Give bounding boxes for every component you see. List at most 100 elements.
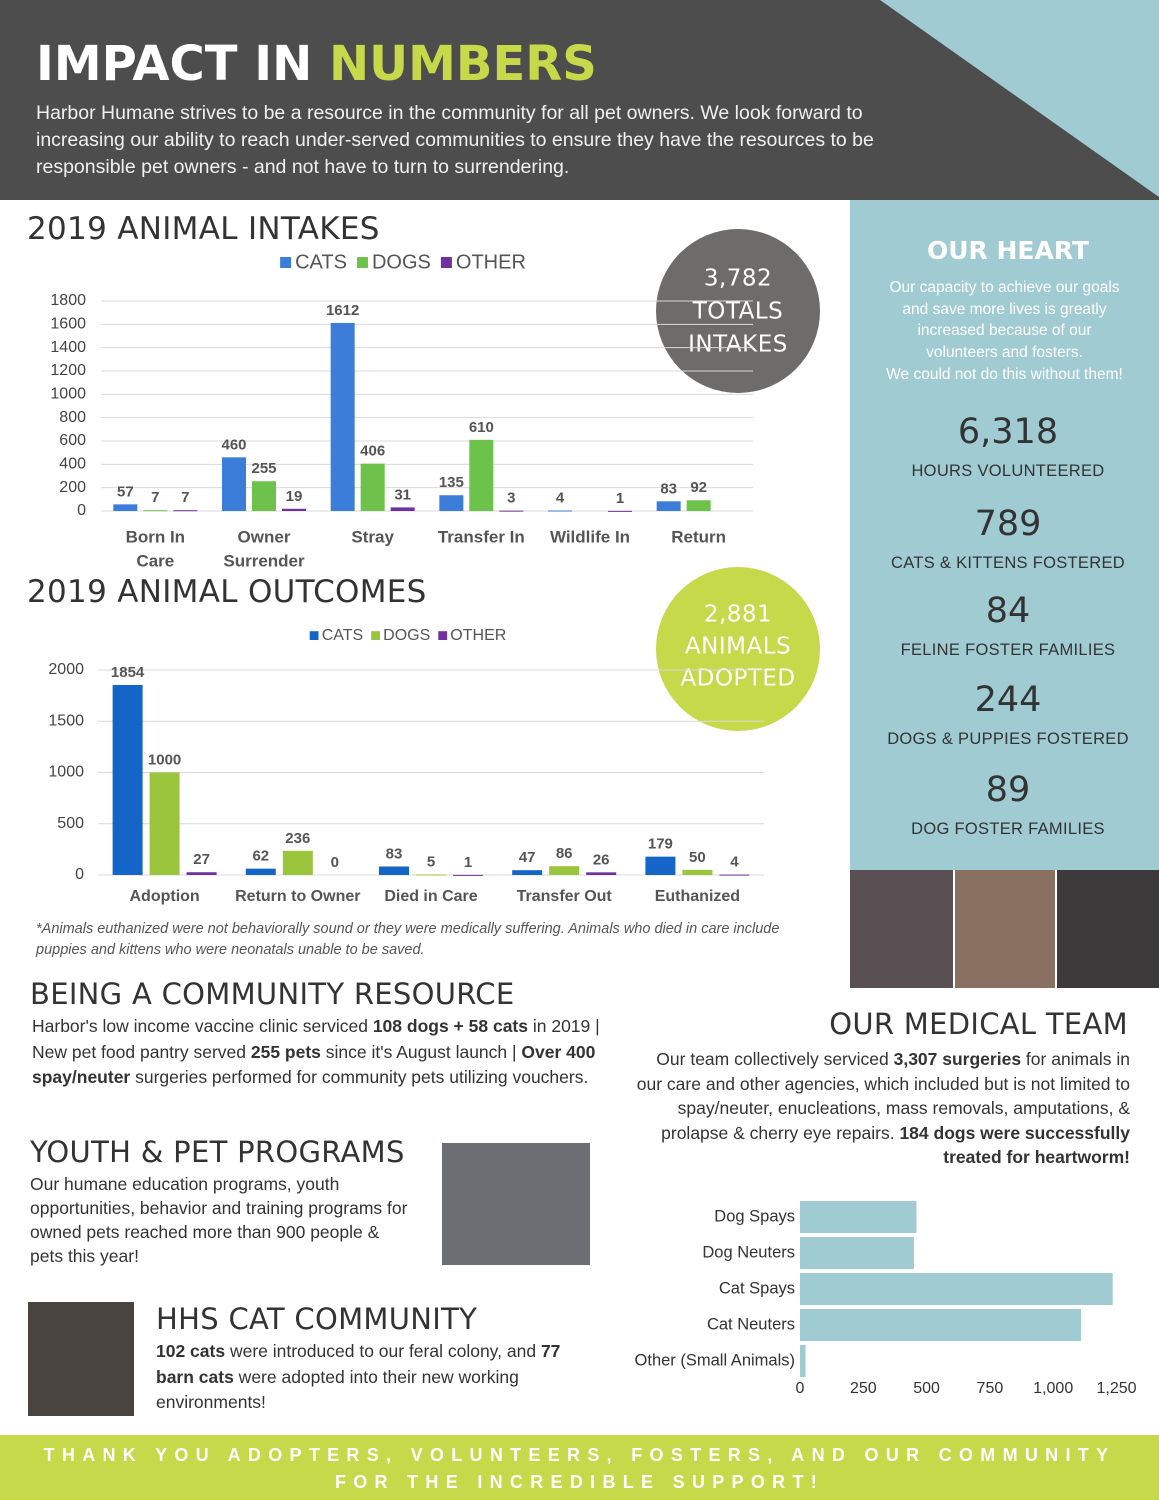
text-run: Harbor's low income vaccine clinic servi… <box>32 1016 373 1036</box>
bar <box>173 510 198 512</box>
section-text: Our team collectively serviced 3,307 sur… <box>635 1047 1130 1170</box>
y-tick-label: Cat Spays <box>719 1279 795 1297</box>
value-label: 1854 <box>111 664 145 681</box>
bar <box>800 1345 806 1377</box>
legend-swatch <box>438 631 448 640</box>
value-label: 57 <box>117 483 134 500</box>
text-run: were adopted into their new working envi… <box>156 1366 519 1413</box>
value-label: 19 <box>286 488 303 505</box>
badge-text: ANIMALS <box>685 634 791 660</box>
bar <box>282 508 306 511</box>
value-label: 92 <box>690 479 707 496</box>
bar <box>800 1273 1113 1305</box>
x-tick-label: Wildlife In <box>550 527 630 546</box>
legend-label: DOGS <box>383 627 430 644</box>
text-run: 3,307 surgeries <box>893 1049 1022 1069</box>
x-tick-label: 500 <box>913 1380 940 1397</box>
value-label: 83 <box>386 845 403 862</box>
y-tick-label: 1800 <box>50 292 86 309</box>
text-run: since it's August launch | <box>320 1041 522 1062</box>
y-tick-label: 1500 <box>48 712 84 729</box>
badge-text: TOTALS <box>692 299 784 325</box>
text-run: in 2019 | New pet food pantry served <box>32 1016 600 1062</box>
bar <box>682 869 713 875</box>
badge-text: ADOPTED <box>680 666 795 692</box>
section-text: Harbor's low income vaccine clinic servi… <box>32 1014 607 1091</box>
stat-number: 244 <box>974 680 1042 720</box>
stat-label: FELINE FOSTER FAMILIES <box>900 641 1116 659</box>
value-label: 31 <box>394 486 411 503</box>
value-label: 50 <box>689 849 706 866</box>
legend: CATS DOGS OTHER <box>280 251 526 273</box>
photo <box>1057 870 1159 988</box>
value-label: 27 <box>193 851 210 868</box>
text-run: 77 barn cats <box>156 1341 561 1387</box>
value-label: 255 <box>251 460 276 477</box>
value-label: 460 <box>221 436 246 453</box>
badge <box>656 567 820 731</box>
stat-number: 84 <box>985 591 1031 631</box>
text-run: Our team collectively serviced <box>656 1049 894 1069</box>
y-tick-label: 600 <box>59 432 86 449</box>
value-label: 86 <box>556 845 573 862</box>
photo <box>955 870 1055 988</box>
bar <box>222 457 246 511</box>
bar <box>453 874 483 876</box>
heart-line: Our capacity to achieve our goals <box>889 279 1120 296</box>
y-tick-label: 2000 <box>48 661 84 678</box>
section-title: YOUTH & PET PROGRAMS <box>30 1135 405 1169</box>
bar <box>416 874 446 876</box>
bar <box>379 866 409 875</box>
y-tick-label: 400 <box>59 456 86 473</box>
bar <box>512 870 543 875</box>
x-tick-label: Transfer Out <box>517 888 613 905</box>
text-run: 255 pets <box>250 1041 321 1062</box>
section-title: BEING A COMMUNITY RESOURCE <box>30 977 515 1011</box>
bar <box>499 510 524 512</box>
legend-swatch <box>371 631 380 640</box>
value-label: 83 <box>660 480 677 497</box>
value-label: 26 <box>593 851 610 868</box>
footnote: *Animals euthanized were not behaviorall… <box>36 921 780 958</box>
bar <box>186 872 217 875</box>
bar <box>656 501 681 511</box>
y-tick-label: 200 <box>59 479 86 496</box>
bar <box>469 439 494 511</box>
bar <box>608 510 632 512</box>
heart-line: and save more lives is greatly <box>902 300 1107 318</box>
text-run: 108 dogs + 58 cats <box>372 1016 528 1036</box>
header-triangle <box>880 0 1159 197</box>
photo <box>442 1143 590 1265</box>
bar <box>245 868 276 875</box>
bar <box>282 850 313 875</box>
heart-line: volunteers and fosters. <box>926 344 1083 362</box>
value-label: 236 <box>285 830 310 847</box>
legend-label: CATS <box>322 627 363 644</box>
legend-label: DOGS <box>372 251 431 273</box>
value-label: 0 <box>331 854 339 871</box>
legend-swatch <box>440 257 452 268</box>
x-tick-label: Born In <box>126 527 186 546</box>
stat-number: 789 <box>974 504 1042 544</box>
x-tick-label: Return <box>671 527 726 546</box>
bar <box>112 684 143 875</box>
header-text: Harbor Humane strives to be a resource i… <box>36 102 874 178</box>
y-tick-label: 800 <box>59 409 86 426</box>
stat-number: 6,318 <box>957 412 1059 452</box>
bar <box>800 1237 914 1269</box>
chart-title: 2019 ANIMAL OUTCOMES <box>27 574 427 610</box>
heart-panel <box>850 200 1159 870</box>
heart-text: Our capacity to achieve our goals and sav… <box>850 277 1159 386</box>
legend-label: CATS <box>295 251 347 273</box>
stat-label: CATS & KITTENS FOSTERED <box>891 554 1125 572</box>
value-label: 406 <box>360 443 385 460</box>
section-title: OUR MEDICAL TEAM <box>829 1007 1128 1041</box>
y-tick-label: 1000 <box>48 764 84 781</box>
value-label: 1 <box>464 854 472 871</box>
x-tick-label: Adoption <box>129 888 199 905</box>
bar <box>800 1201 917 1233</box>
bar <box>686 500 711 511</box>
bar <box>360 463 385 511</box>
bar <box>548 510 572 512</box>
